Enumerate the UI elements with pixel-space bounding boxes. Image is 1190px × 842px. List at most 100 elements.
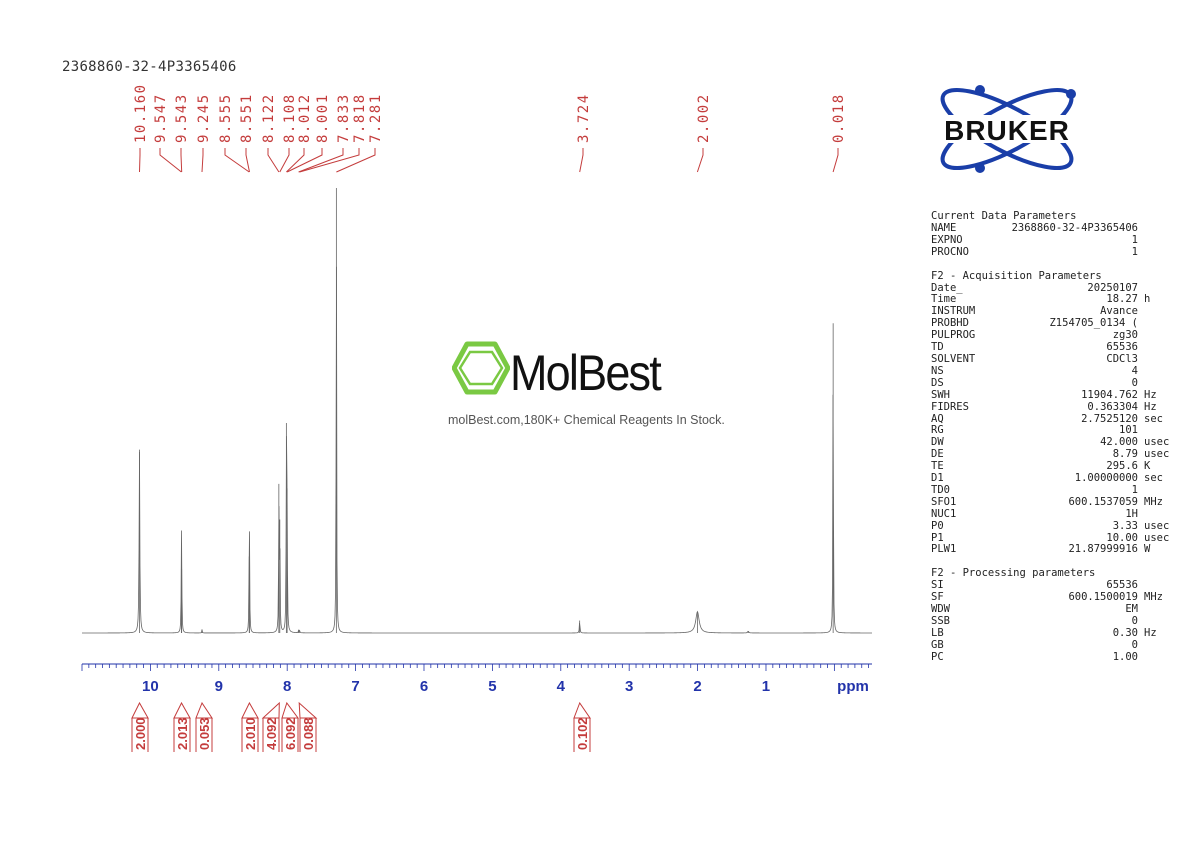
param-row: PROBHD Z154705_0134 ( <box>931 317 1184 330</box>
peak-label: 8.551 <box>239 93 255 143</box>
param-key: NAME <box>931 221 957 234</box>
peak-label: 0.018 <box>831 93 847 143</box>
param-key: DE <box>931 448 944 461</box>
x-tick-label: 10 <box>142 678 159 695</box>
acquisition-params-header: F2 - Acquisition Parameters <box>931 269 1102 282</box>
param-row: Date_ 20250107 <box>931 281 1184 295</box>
peak-label-leader <box>279 148 290 173</box>
x-tick-label: 9 <box>215 678 223 695</box>
peak-label-leader <box>139 148 141 173</box>
param-value: 20250107 <box>1087 281 1138 294</box>
param-unit <box>1138 342 1184 354</box>
param-unit: W <box>1144 543 1151 556</box>
peak-label: 9.547 <box>153 93 169 143</box>
param-key: P1 <box>931 531 944 544</box>
x-tick-label: 4 <box>557 678 566 695</box>
param-value: 42.000 <box>1100 436 1138 449</box>
param-value: 600.1537059 <box>1068 495 1138 508</box>
param-row: TD0 1 <box>931 484 1184 497</box>
peak-label-leader <box>159 148 182 173</box>
param-value: 295.6 <box>1106 460 1138 473</box>
param-key: INSTRUM <box>931 305 976 318</box>
integral-value: 2.013 <box>175 717 190 750</box>
param-value: 8.79 <box>1112 448 1138 461</box>
param-row: DE 8.79 usec <box>931 448 1184 461</box>
param-unit: Hz <box>1144 388 1157 401</box>
param-key: DW <box>931 436 944 449</box>
param-row: DS 0 <box>931 376 1184 390</box>
benzene-logo-icon <box>452 341 510 395</box>
integral-bracket <box>241 701 259 719</box>
param-value: 18.27 <box>1106 293 1138 306</box>
logo-text: BRUKER <box>944 115 1070 146</box>
param-key: PC <box>931 650 944 663</box>
peak-label: 2.002 <box>696 93 712 143</box>
peak-label-leader <box>245 148 250 173</box>
param-value: 0 <box>1131 638 1138 651</box>
peak-label-leader <box>298 148 344 173</box>
integral-bracket <box>261 701 280 719</box>
param-unit <box>1138 378 1184 390</box>
param-key: RG <box>931 424 944 437</box>
param-row: NUC1 1H <box>931 507 1184 521</box>
integral-value: 0.053 <box>197 717 212 750</box>
param-row: INSTRUM Avance <box>931 305 1184 318</box>
peak-label-leader <box>832 148 839 173</box>
param-key: GB <box>931 638 944 651</box>
param-value: 1H <box>1125 507 1138 520</box>
peak-label: 8.108 <box>282 93 298 143</box>
param-unit <box>1138 652 1184 664</box>
param-row: SSB 0 <box>931 615 1184 628</box>
param-row: RG 101 <box>931 425 1184 437</box>
peak-label-leader <box>696 148 704 173</box>
spectrum-trace <box>82 266 872 634</box>
x-tick-label: 8 <box>283 678 291 695</box>
param-row: SWH 11904.762 Hz <box>931 388 1184 402</box>
param-key: SWH <box>931 388 950 401</box>
param-key: PLW1 <box>931 543 957 556</box>
param-key: SOLVENT <box>931 352 976 365</box>
param-row: DW 42.000 usec <box>931 436 1184 449</box>
param-value: EM <box>1125 603 1138 616</box>
param-key: FIDRES <box>931 400 969 413</box>
param-key: TD <box>931 341 944 354</box>
param-unit: usec <box>1144 436 1170 449</box>
param-unit <box>1138 330 1184 342</box>
param-key: PROBHD <box>931 317 969 330</box>
integral-bracket <box>131 701 149 719</box>
integral-value: 4.092 <box>264 717 279 750</box>
param-key: NUC1 <box>931 507 957 520</box>
atom-orbit-icon: BRUKER <box>924 85 1091 173</box>
param-unit: MHz <box>1144 495 1163 508</box>
param-value: 0 <box>1131 376 1138 389</box>
integral-value: 2.010 <box>243 717 258 750</box>
integral-bracket <box>281 701 299 719</box>
param-value: 65536 <box>1106 341 1138 354</box>
param-key: SI <box>931 579 944 592</box>
peak-label: 7.833 <box>336 93 352 143</box>
peak-label-leader <box>201 148 204 173</box>
x-tick-label: 1 <box>762 678 770 695</box>
watermark-brand: MolBest <box>510 345 662 401</box>
param-row: GB 0 <box>931 638 1184 652</box>
integral-value: 2.000 <box>133 717 148 750</box>
param-row: PROCNO 1 <box>931 246 1184 259</box>
param-value: 11904.762 <box>1081 388 1138 401</box>
peak-label-leader <box>286 148 305 173</box>
param-row: WDW EM <box>931 603 1184 616</box>
param-value: 2.7525120 <box>1081 412 1138 425</box>
param-key: AQ <box>931 412 944 425</box>
param-value: Z154705_0134 ( <box>1049 317 1138 330</box>
param-value: CDCl3 <box>1106 352 1138 365</box>
peak-label-leader <box>267 148 280 173</box>
param-row: SI 65536 <box>931 579 1184 592</box>
peak-label-leader <box>579 148 584 173</box>
param-key: NS <box>931 364 944 377</box>
integral-bracket <box>573 701 591 719</box>
integral-bracket <box>173 701 191 719</box>
param-value: Avance <box>1100 305 1138 318</box>
param-key: Date_ <box>931 281 963 294</box>
param-row: PLW1 21.87999916 W <box>931 544 1184 556</box>
param-unit <box>1138 235 1184 247</box>
param-unit: h <box>1144 293 1151 306</box>
